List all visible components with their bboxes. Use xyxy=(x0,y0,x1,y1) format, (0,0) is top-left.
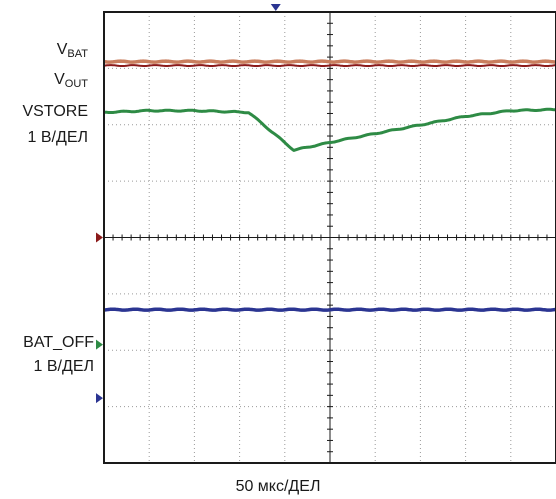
channel-marker-left xyxy=(96,393,103,404)
trace-series-0 xyxy=(103,59,556,64)
vbat-label: VBAT xyxy=(56,41,88,60)
channel-marker-left xyxy=(96,232,103,243)
trace-series-3 xyxy=(103,307,556,312)
top-scale-label: 1 В/ДЕЛ xyxy=(27,129,88,146)
plot-frame xyxy=(103,11,556,464)
channel-marker-top xyxy=(270,4,281,11)
bat-off-label: BAT_OFF xyxy=(23,334,94,351)
channel-marker-left xyxy=(96,339,103,350)
grid xyxy=(103,11,556,464)
trace-series-2 xyxy=(103,107,556,152)
bottom-scale-label: 1 В/ДЕЛ xyxy=(33,358,94,375)
vstore-label: VSTORE xyxy=(22,103,89,120)
x-axis-label: 50 мкс/ДЕЛ xyxy=(235,478,321,495)
vout-label: VOUT xyxy=(54,71,88,90)
trace-series-1 xyxy=(103,64,556,67)
traces xyxy=(103,59,556,312)
channel-markers xyxy=(96,4,281,404)
